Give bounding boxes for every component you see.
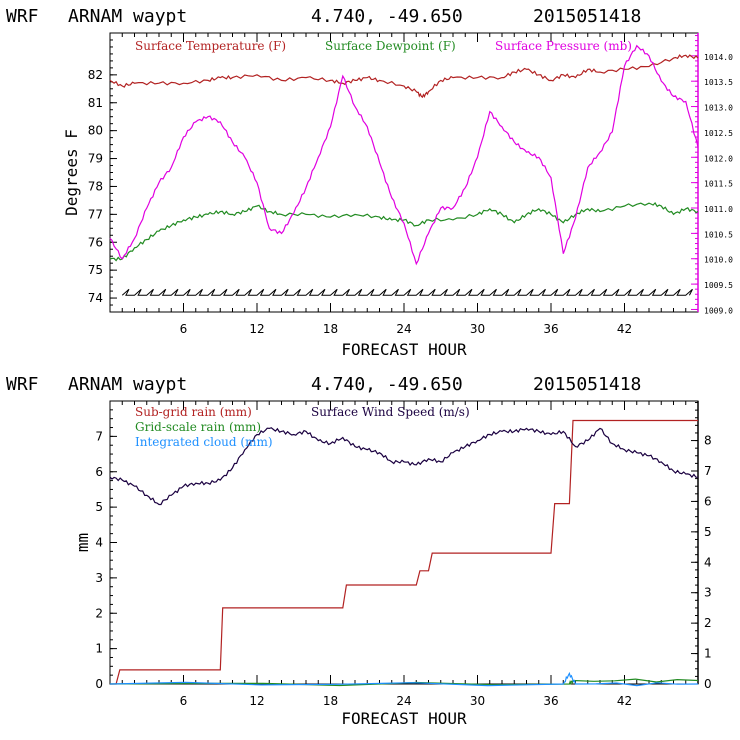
x-tick-label: 42 (617, 322, 632, 336)
y-tick-label: 2 (95, 606, 103, 620)
y-tick-label: 6 (95, 465, 103, 479)
x-tick-label: 6 (180, 322, 188, 336)
y2-tick-label: 1012.5 (704, 129, 733, 138)
legend-entry: Integrated cloud (mm) (135, 435, 273, 449)
y-tick-label: 76 (88, 235, 103, 249)
y-tick-label: 79 (88, 152, 103, 166)
y-tick-label: 75 (88, 263, 103, 277)
chart-title-coords: 4.740, -49.650 (311, 6, 463, 27)
y-tick-label: 78 (88, 179, 103, 193)
series-surface-pressure-mb (109, 44, 699, 266)
y-tick-label: 7 (95, 429, 103, 443)
chart-title-location: ARNAM waypt (68, 6, 187, 27)
y2-tick-label: 1009.0 (704, 306, 733, 315)
x-tick-label: 18 (323, 322, 338, 336)
y2-tick-label: 6 (704, 494, 712, 508)
y-tick-label: 0 (95, 677, 103, 691)
y2-tick-label: 1010.5 (704, 230, 733, 239)
y2-tick-label: 1011.5 (704, 180, 733, 189)
y2-tick-label: 1010.0 (704, 256, 733, 265)
y-axis-label: Degrees F (62, 129, 81, 216)
y2-tick-label: 5 (704, 525, 712, 539)
chart-title-init: 2015051418 (533, 374, 641, 395)
series-surface-dewpoint-f (109, 202, 699, 262)
chart-title-coords: 4.740, -49.650 (311, 374, 463, 395)
x-tick-label: 12 (249, 694, 264, 708)
y2-tick-label: 8 (704, 434, 712, 448)
y2-tick-label: 1009.5 (704, 281, 733, 290)
y2-tick-label: 1 (704, 647, 712, 661)
chart-title-model: WRF (6, 6, 39, 27)
legend-entry: Grid-scale rain (mm) (135, 420, 261, 434)
x-tick-label: 42 (617, 694, 632, 708)
x-tick-label: 24 (396, 694, 411, 708)
y2-tick-label: 4 (704, 555, 712, 569)
series-sub-grid-rain-mm (110, 419, 698, 685)
y-tick-label: 82 (88, 68, 103, 82)
legend-entry: Sub-grid rain (mm) (135, 405, 252, 419)
series-grid-scale-rain-mm (109, 678, 699, 687)
x-tick-label: 6 (180, 694, 188, 708)
y2-tick-label: 1013.0 (704, 104, 733, 113)
x-tick-label: 30 (470, 322, 485, 336)
series-surface-temperature-f (109, 54, 699, 99)
plot-frame (109, 32, 699, 313)
legend-entry: Surface Dewpoint (F) (325, 39, 456, 53)
y2-tick-label: 1014.0 (704, 53, 733, 62)
x-tick-label: 36 (543, 322, 558, 336)
x-axis-label: FORECAST HOUR (341, 340, 467, 359)
y2-tick-label: 1011.0 (704, 205, 733, 214)
y2-tick-label: 1012.0 (704, 154, 733, 163)
y-tick-label: 5 (95, 500, 103, 514)
x-tick-label: 24 (396, 322, 411, 336)
wind-barb-row (121, 288, 693, 296)
series-surface-wind-speed-m-s (109, 427, 699, 506)
y-tick-label: 77 (88, 207, 103, 221)
x-axis-label: FORECAST HOUR (341, 709, 467, 728)
y-tick-label: 74 (88, 291, 103, 305)
legend-entry: Surface Temperature (F) (135, 39, 286, 53)
legend-entry: Surface Wind Speed (m/s) (311, 405, 470, 419)
y-tick-label: 3 (95, 571, 103, 585)
chart-title-location: ARNAM waypt (68, 374, 187, 395)
x-tick-label: 30 (470, 694, 485, 708)
legend-entry: Surface Pressure (mb) (495, 39, 632, 53)
x-tick-label: 12 (249, 322, 264, 336)
x-tick-label: 36 (543, 694, 558, 708)
y2-tick-label: 3 (704, 586, 712, 600)
chart-title-init: 2015051418 (533, 6, 641, 27)
x-tick-label: 18 (323, 694, 338, 708)
y-axis-label: mm (73, 533, 92, 552)
y-tick-label: 81 (88, 96, 103, 110)
y-tick-label: 4 (95, 536, 103, 550)
y-tick-label: 1 (95, 642, 103, 656)
y2-tick-label: 2 (704, 616, 712, 630)
y2-tick-label: 1013.5 (704, 78, 733, 87)
series-integrated-cloud-mm (109, 671, 699, 687)
y2-tick-label: 0 (704, 677, 712, 691)
y2-tick-label: 7 (704, 464, 712, 478)
y-tick-label: 80 (88, 124, 103, 138)
chart-title-model: WRF (6, 374, 39, 395)
